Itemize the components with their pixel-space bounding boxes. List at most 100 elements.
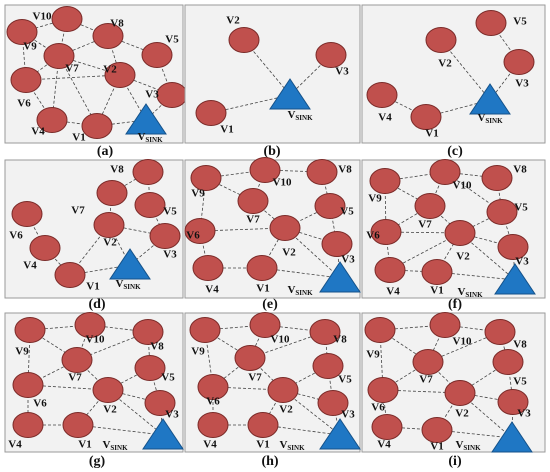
link bbox=[58, 35, 109, 57]
sink-label: VSINK bbox=[287, 284, 313, 297]
link bbox=[107, 389, 161, 404]
sink-label-main: V bbox=[137, 131, 145, 143]
node-label: V1 bbox=[430, 441, 443, 453]
link bbox=[382, 361, 429, 391]
node-label: V2 bbox=[455, 408, 469, 420]
sensor-node bbox=[93, 212, 125, 238]
node-label: V2 bbox=[103, 404, 117, 416]
node-label: V9 bbox=[15, 346, 29, 358]
node-label: V8 bbox=[513, 164, 527, 176]
node-label: V9 bbox=[191, 188, 205, 200]
sensor-node bbox=[249, 157, 281, 183]
node-label: V8 bbox=[110, 18, 124, 30]
sensor-node bbox=[421, 259, 453, 285]
sensor-node bbox=[132, 159, 164, 185]
sink-node bbox=[142, 418, 184, 450]
node-label: V4 bbox=[377, 439, 391, 451]
node-label: V10 bbox=[273, 177, 292, 189]
node-label: V3 bbox=[341, 254, 355, 266]
sensor-node bbox=[486, 199, 518, 225]
node-label: V3 bbox=[163, 249, 177, 261]
link bbox=[204, 329, 251, 359]
sink-node bbox=[319, 418, 361, 450]
sensor-node bbox=[134, 355, 166, 381]
node-label: V5 bbox=[513, 376, 527, 388]
node-label: V8 bbox=[338, 164, 352, 176]
sink-label-sub: SINK bbox=[295, 289, 313, 297]
node-label: V4 bbox=[203, 439, 217, 451]
sensor-node bbox=[96, 180, 128, 206]
sensor-node bbox=[92, 377, 124, 403]
sensor-node bbox=[237, 188, 269, 214]
node-label: V2 bbox=[103, 64, 117, 76]
sensor-node bbox=[74, 312, 106, 338]
sink-label-sub: SINK bbox=[287, 444, 305, 452]
node-label: V7 bbox=[65, 63, 79, 75]
sensor-node bbox=[234, 345, 266, 371]
sensor-node bbox=[429, 312, 461, 338]
sensor-node bbox=[61, 347, 93, 373]
node-label: V8 bbox=[150, 341, 164, 353]
link bbox=[436, 271, 516, 281]
link bbox=[77, 424, 164, 436]
sensor-node bbox=[425, 27, 457, 53]
panel-caption: (h) bbox=[261, 454, 278, 469]
panel: V2 V3 V1 VSINK (b) bbox=[184, 4, 361, 159]
link bbox=[289, 54, 332, 96]
sink-label: VSINK bbox=[279, 439, 305, 452]
panel-caption: (d) bbox=[88, 297, 105, 312]
sensor-node bbox=[321, 231, 353, 257]
sensor-node bbox=[149, 223, 181, 249]
node-label: V10 bbox=[271, 334, 290, 346]
sensor-node bbox=[374, 257, 406, 283]
panel-caption: (i) bbox=[448, 454, 462, 469]
sensor-node bbox=[12, 412, 44, 438]
sensor-node bbox=[156, 82, 188, 108]
sensor-node bbox=[429, 159, 461, 185]
node-label: V4 bbox=[386, 286, 400, 298]
node-label: V3 bbox=[515, 78, 529, 90]
node-label: V5 bbox=[514, 202, 528, 214]
link bbox=[444, 171, 498, 179]
link bbox=[199, 177, 207, 232]
node-label: V9 bbox=[366, 349, 380, 361]
sensor-node bbox=[195, 100, 227, 126]
sensor-node bbox=[312, 353, 344, 379]
link bbox=[205, 177, 254, 202]
node-label: V3 bbox=[517, 408, 531, 420]
node-label: V4 bbox=[31, 126, 45, 138]
sensor-node bbox=[43, 43, 75, 69]
sensor-node bbox=[228, 27, 260, 53]
node-label: V1 bbox=[78, 439, 91, 451]
node-label: V2 bbox=[226, 15, 240, 27]
sensor-node bbox=[81, 113, 113, 139]
sensor-node bbox=[54, 262, 86, 288]
node-label: V6 bbox=[186, 230, 200, 242]
sink-label-sub: SINK bbox=[463, 444, 481, 452]
sink-label: VSINK bbox=[455, 439, 481, 452]
node-label: V7 bbox=[71, 205, 85, 217]
sensor-node bbox=[269, 215, 301, 241]
sensor-node bbox=[410, 104, 442, 130]
sink-node bbox=[269, 78, 311, 110]
node-label: V8 bbox=[333, 334, 347, 346]
panel-caption: (b) bbox=[263, 144, 280, 159]
sensor-node bbox=[366, 82, 398, 108]
node-label: V1 bbox=[256, 439, 269, 451]
sink-label-main: V bbox=[115, 278, 123, 290]
node-label: V5 bbox=[163, 206, 177, 218]
sink-label: VSINK bbox=[137, 131, 163, 144]
sink-node bbox=[469, 83, 511, 115]
panel: V10 V8 V9 V7 V5 V6 V2 V3 V4 V1 VSINK (e) bbox=[184, 157, 361, 312]
sensor-node bbox=[421, 417, 453, 443]
node-label: V2 bbox=[438, 58, 452, 70]
sensor-node bbox=[184, 218, 216, 244]
node-label: V6 bbox=[17, 98, 31, 110]
sensor-node bbox=[364, 317, 396, 343]
link bbox=[282, 389, 334, 404]
sensor-node bbox=[197, 374, 229, 400]
panel-caption: (e) bbox=[262, 297, 278, 312]
node-label: V5 bbox=[165, 34, 179, 46]
node-label: V6 bbox=[33, 398, 47, 410]
sink-node bbox=[125, 103, 167, 135]
